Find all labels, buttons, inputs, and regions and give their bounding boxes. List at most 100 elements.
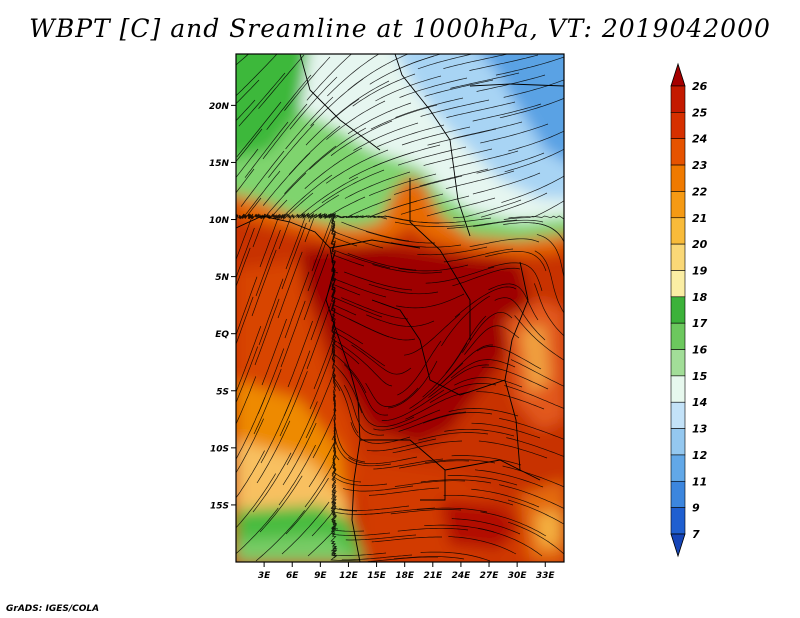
colorbar-label: 11	[692, 475, 707, 488]
colorbar-bottom-arrow	[670, 533, 686, 558]
streamline	[258, 54, 305, 109]
streamline	[236, 168, 255, 194]
streamline	[353, 122, 419, 151]
streamline	[443, 248, 514, 263]
streamline	[358, 402, 415, 428]
streamline	[499, 484, 564, 509]
streamline	[451, 455, 522, 466]
colorbar-swatch	[670, 138, 686, 166]
streamline	[424, 459, 496, 464]
colorbar-label: 12	[692, 449, 708, 462]
streamline	[331, 324, 386, 367]
streamline	[348, 456, 418, 465]
temperature-field	[236, 54, 564, 562]
streamline	[262, 103, 308, 160]
streamline	[454, 286, 517, 318]
streamline	[341, 221, 410, 242]
streamline	[240, 150, 285, 207]
lon-label: 9E	[314, 571, 327, 581]
streamline	[280, 174, 333, 219]
streamline	[309, 127, 367, 170]
streamline	[478, 440, 548, 459]
streamline	[236, 247, 251, 288]
streamline	[426, 197, 496, 217]
streamline	[338, 505, 410, 511]
colorbar-label: 17	[692, 317, 708, 330]
lon-label: 30E	[508, 571, 528, 581]
streamline	[330, 80, 390, 121]
lat-label: 15N	[209, 159, 230, 169]
streamline	[504, 148, 564, 173]
streamline	[277, 251, 303, 319]
streamline	[321, 169, 385, 204]
streamline	[397, 146, 467, 166]
streamline	[331, 313, 360, 365]
streamline	[469, 54, 539, 71]
streamline	[236, 54, 278, 97]
lon-label: 27E	[480, 571, 500, 581]
streamline	[284, 145, 337, 194]
streamline	[419, 168, 489, 187]
streamline	[238, 72, 286, 127]
streamline	[444, 428, 515, 437]
map-frame	[235, 53, 565, 563]
streamline	[393, 54, 443, 72]
colorbar-swatch	[670, 401, 686, 429]
colorbar-swatch	[670, 349, 686, 377]
streamline	[450, 72, 520, 89]
streamline	[499, 417, 564, 440]
streamline	[485, 251, 547, 272]
streamline	[286, 401, 318, 466]
border-line	[371, 299, 506, 396]
streamline	[252, 213, 266, 248]
streamline	[437, 344, 493, 387]
streamline	[501, 175, 564, 203]
streamline	[244, 121, 289, 178]
streamline	[428, 364, 490, 398]
streamline	[472, 103, 542, 122]
streamline	[373, 144, 441, 168]
colorbar-label: 9	[692, 502, 700, 515]
lon-label: 33E	[536, 571, 556, 581]
streamline	[424, 79, 494, 97]
streamline	[306, 302, 332, 370]
colorbar: 26 25 24 23 22 21 20 19 18 17 16 15 14 13 12 11 9 7	[670, 62, 708, 558]
streamline	[368, 173, 437, 197]
streamline	[284, 56, 331, 111]
lon-label: 24E	[452, 571, 472, 581]
streamline	[236, 101, 282, 158]
lat-label: 5N	[215, 273, 229, 283]
streamline	[443, 494, 514, 506]
streamline	[397, 527, 469, 532]
streamline	[394, 480, 466, 487]
streamline	[288, 125, 341, 175]
lat-label: 20N	[209, 102, 230, 112]
streamline	[255, 229, 281, 297]
longitude-axis: 3E 6E 9E 12E 15E 18E 21E 24E 27E 30E 33E	[258, 562, 556, 581]
streamline	[366, 438, 437, 452]
streamline	[327, 54, 380, 97]
streamline	[289, 76, 338, 130]
streamline	[307, 224, 333, 292]
streamline	[471, 488, 540, 508]
streamline	[417, 246, 488, 256]
colorbar-swatch	[670, 507, 686, 535]
map-title: WBPT [C] and Sreamline at 1000hPa, VT: 2…	[29, 14, 771, 43]
streamline	[281, 222, 307, 290]
streamline	[368, 283, 439, 295]
streamline	[476, 152, 545, 174]
colorbar-swatch	[670, 375, 686, 403]
streamline	[283, 350, 311, 417]
streamline	[427, 128, 497, 146]
streamline	[347, 253, 417, 271]
streamline	[487, 262, 543, 292]
streamline	[533, 222, 564, 243]
streamline	[326, 100, 386, 140]
colorbar-label: 21	[692, 212, 707, 225]
lat-label: 10N	[209, 216, 230, 226]
streamlines	[236, 54, 564, 562]
grads-credit: GrADS: IGES/COLA	[6, 604, 100, 614]
streamline	[368, 487, 440, 496]
lat-label: 15S	[210, 501, 229, 511]
colorbar-swatch	[670, 270, 686, 298]
